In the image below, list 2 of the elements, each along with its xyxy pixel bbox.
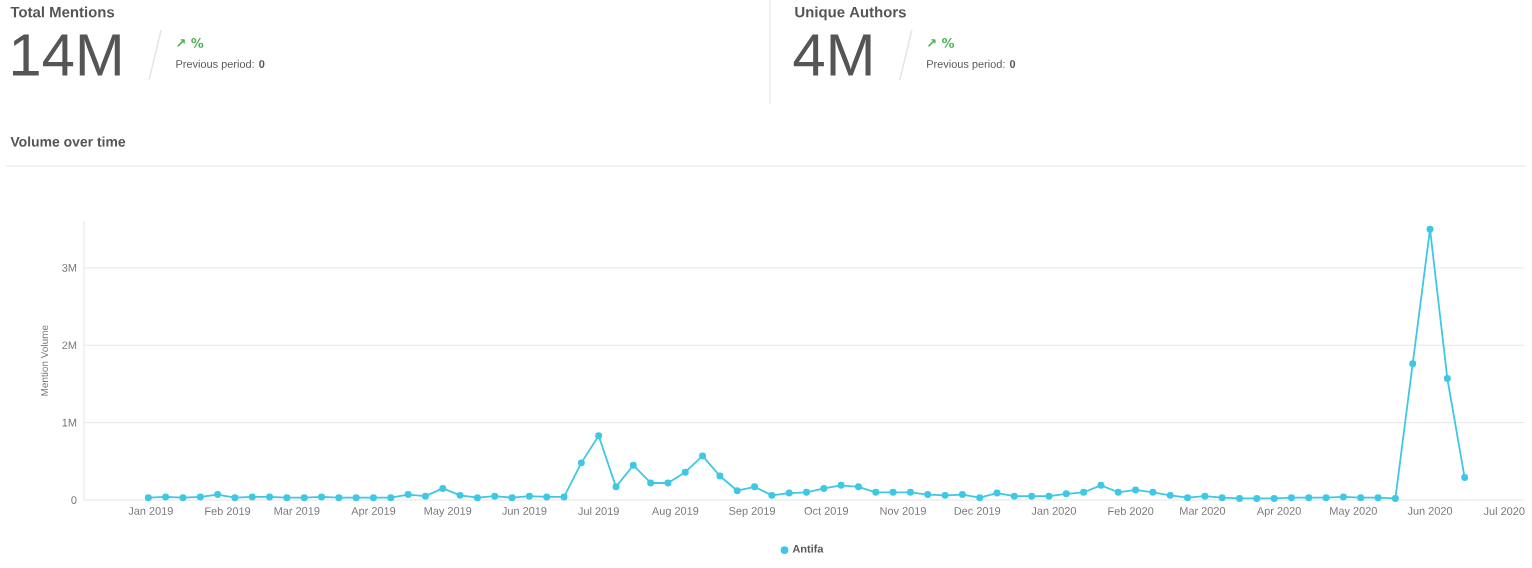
text: 14M (12, 34, 120, 76)
text: 4M (793, 34, 871, 76)
